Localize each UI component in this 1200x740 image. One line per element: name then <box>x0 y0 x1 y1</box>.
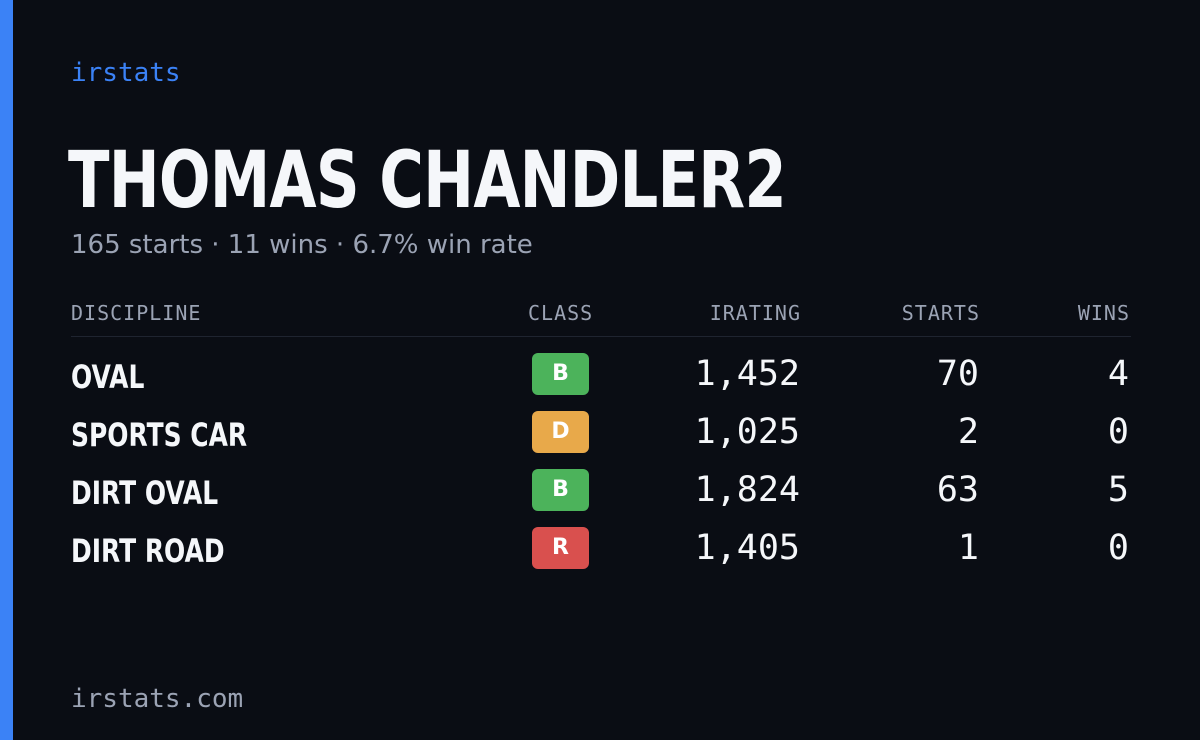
discipline-name: DIRT ROAD <box>71 532 225 570</box>
table-body: OVAL B 1,452 70 4 SPORTS CAR D 1,025 2 0… <box>71 349 1131 581</box>
irating-value: 1,405 <box>694 528 800 568</box>
discipline-name: OVAL <box>71 358 145 396</box>
irating-value: 1,452 <box>694 354 800 394</box>
header-discipline: DISCIPLINE <box>71 301 202 325</box>
table-row: OVAL B 1,452 70 4 <box>71 349 1131 407</box>
table-row: SPORTS CAR D 1,025 2 0 <box>71 407 1131 465</box>
header-irating: IRATING <box>709 301 801 325</box>
accent-bar <box>0 0 13 740</box>
class-badge: B <box>532 469 589 511</box>
starts-value: 1 <box>957 528 979 568</box>
footer-url: irstats.com <box>71 684 244 714</box>
table-row: DIRT OVAL B 1,824 63 5 <box>71 465 1131 523</box>
header-class: CLASS <box>528 301 594 325</box>
discipline-name: SPORTS CAR <box>71 416 248 454</box>
class-badge: R <box>532 527 589 569</box>
discipline-table: DISCIPLINE CLASS IRATING STARTS WINS OVA… <box>71 298 1131 570</box>
brand-logo-text: irstats <box>71 58 181 88</box>
discipline-name: DIRT OVAL <box>71 474 219 512</box>
starts-value: 70 <box>936 354 979 394</box>
class-badge: D <box>532 411 589 453</box>
driver-summary: 165 starts · 11 wins · 6.7% win rate <box>71 230 533 260</box>
irating-value: 1,824 <box>694 470 800 510</box>
starts-value: 2 <box>957 412 979 452</box>
table-row: DIRT ROAD R 1,405 1 0 <box>71 523 1131 581</box>
wins-value: 0 <box>1107 412 1129 452</box>
starts-value: 63 <box>936 470 979 510</box>
driver-name: THOMAS CHANDLER2 <box>68 136 787 226</box>
wins-value: 5 <box>1107 470 1129 510</box>
header-starts: STARTS <box>901 301 980 325</box>
wins-value: 4 <box>1107 354 1129 394</box>
table-header: DISCIPLINE CLASS IRATING STARTS WINS <box>71 298 1131 337</box>
wins-value: 0 <box>1107 528 1129 568</box>
irating-value: 1,025 <box>694 412 800 452</box>
header-wins: WINS <box>1077 301 1130 325</box>
class-badge: B <box>532 353 589 395</box>
